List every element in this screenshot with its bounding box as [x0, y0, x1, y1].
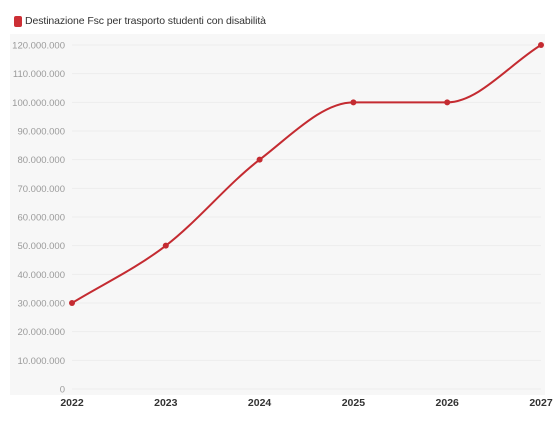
x-tick-label: 2026 [436, 397, 460, 409]
x-tick-label: 2024 [248, 397, 272, 409]
y-tick-label: 40.000.000 [17, 270, 65, 281]
y-tick-label: 70.000.000 [17, 184, 65, 195]
y-tick-label: 90.000.000 [17, 127, 65, 138]
x-tick-label: 2022 [60, 397, 84, 409]
data-point [69, 300, 75, 306]
data-point [538, 42, 544, 48]
data-point [350, 99, 357, 106]
legend-swatch [14, 15, 22, 27]
x-tick-label: 2023 [154, 397, 178, 409]
y-tick-label: 50.000.000 [17, 241, 65, 252]
plot-background [10, 34, 545, 395]
legend[interactable]: Destinazione Fsc per trasporto studenti … [14, 14, 266, 28]
y-tick-label: 80.000.000 [17, 155, 65, 166]
data-point [444, 99, 451, 106]
y-tick-label: 30.000.000 [17, 299, 65, 310]
y-tick-label: 60.000.000 [17, 213, 65, 224]
series-line [71, 44, 542, 304]
y-tick-label: 100.000.000 [12, 98, 65, 109]
y-tick-label: 120.000.000 [12, 41, 65, 52]
legend-label: Destinazione Fsc per trasporto studenti … [25, 15, 266, 27]
data-point [162, 242, 169, 249]
x-tick-label: 2025 [342, 397, 366, 409]
y-tick-label: 10.000.000 [17, 356, 65, 367]
y-tick-label: 110.000.000 [13, 69, 65, 80]
y-tick-label: 0 [60, 385, 65, 396]
x-tick-label: 2027 [529, 397, 553, 409]
data-point [256, 156, 263, 163]
y-tick-label: 20.000.000 [17, 327, 65, 338]
